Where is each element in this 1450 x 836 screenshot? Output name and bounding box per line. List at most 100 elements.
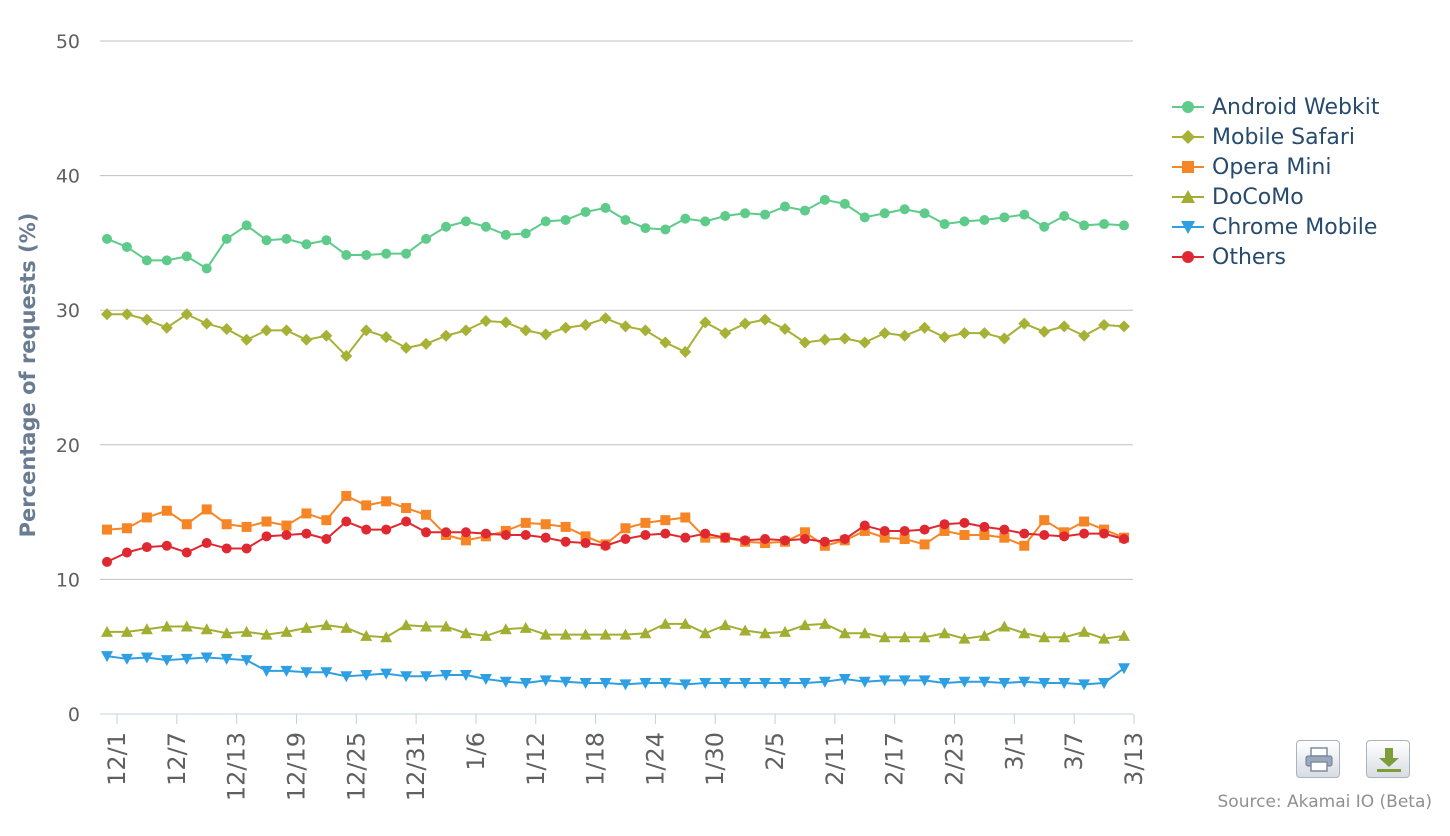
data-point: [998, 620, 1011, 632]
data-point: [220, 653, 233, 665]
x-tick-label: 3/1: [1000, 732, 1028, 771]
data-point: [260, 628, 273, 640]
data-point: [759, 313, 772, 326]
data-point: [559, 321, 572, 334]
data-point: [500, 229, 511, 240]
data-point: [441, 527, 451, 538]
data-point: [659, 617, 672, 629]
data-point: [959, 517, 970, 528]
data-point: [838, 674, 851, 686]
data-point: [280, 665, 293, 677]
legend-item-others[interactable]: Others: [1170, 242, 1380, 272]
data-point: [440, 329, 452, 342]
legend-label: Others: [1212, 244, 1286, 270]
data-point: [1019, 528, 1030, 539]
data-point: [899, 525, 910, 536]
data-point: [1098, 632, 1111, 644]
data-point: [619, 628, 632, 640]
download-button[interactable]: [1366, 740, 1410, 778]
data-point: [798, 678, 811, 690]
data-point: [102, 524, 112, 535]
legend-symbol: [1172, 101, 1204, 113]
data-point: [101, 308, 113, 321]
download-icon: [1377, 748, 1401, 772]
data-point: [459, 324, 472, 337]
data-point: [161, 255, 172, 266]
print-button[interactable]: [1296, 740, 1340, 778]
data-point: [1181, 130, 1195, 144]
data-point: [200, 317, 213, 330]
data-point: [280, 625, 293, 637]
data-point: [799, 205, 810, 216]
data-point: [340, 621, 353, 633]
data-point: [1058, 320, 1071, 333]
data-point: [499, 676, 512, 688]
data-point: [459, 627, 472, 639]
data-point: [459, 669, 472, 681]
data-point: [241, 543, 252, 554]
data-point: [261, 516, 272, 527]
data-point: [1182, 251, 1194, 263]
data-point: [341, 490, 352, 501]
data-point: [858, 627, 871, 639]
data-point: [300, 333, 313, 346]
data-point: [280, 324, 293, 337]
series-line: [107, 313, 1125, 357]
data-point: [680, 532, 691, 543]
data-point: [401, 248, 412, 259]
data-point: [999, 212, 1010, 223]
data-point: [579, 319, 592, 332]
data-point: [181, 519, 192, 530]
data-point: [680, 213, 691, 224]
data-point: [400, 671, 413, 683]
data-point: [978, 629, 991, 641]
data-point: [679, 345, 692, 358]
data-point: [918, 631, 931, 643]
legend-item-android-webkit[interactable]: Android Webkit: [1170, 92, 1380, 122]
data-point: [381, 248, 392, 259]
legend-item-docomo[interactable]: DoCoMo: [1170, 182, 1380, 212]
data-point: [918, 321, 931, 334]
data-point: [420, 620, 433, 632]
data-point: [879, 532, 890, 543]
y-tick-label: 40: [56, 166, 80, 188]
data-point: [261, 235, 272, 246]
data-point: [221, 543, 232, 554]
data-point: [1038, 631, 1051, 643]
data-point: [281, 233, 292, 244]
data-point: [719, 327, 732, 340]
data-point: [958, 632, 971, 644]
x-tick-label: 12/13: [223, 732, 251, 801]
data-point: [1059, 531, 1070, 542]
series-line: [106, 494, 1125, 547]
legend-label: Android Webkit: [1212, 94, 1380, 120]
y-tick-label: 0: [68, 704, 80, 726]
data-point: [1119, 534, 1129, 545]
data-point: [699, 316, 712, 329]
data-point: [959, 529, 970, 540]
legend-symbol: [1172, 161, 1204, 173]
data-point: [839, 198, 850, 209]
data-point: [500, 529, 511, 540]
data-point: [499, 316, 512, 329]
data-point: [340, 349, 353, 362]
data-point: [858, 336, 871, 349]
data-point: [560, 215, 571, 226]
legend-item-mobile-safari[interactable]: Mobile Safari: [1170, 122, 1380, 152]
data-point: [1078, 625, 1091, 637]
data-point: [838, 332, 851, 345]
data-point: [221, 233, 232, 244]
legend-item-opera-mini[interactable]: Opera Mini: [1170, 152, 1380, 182]
data-point: [181, 547, 192, 558]
legend-item-chrome-mobile[interactable]: Chrome Mobile: [1170, 212, 1380, 242]
data-point: [600, 202, 611, 213]
data-point: [659, 336, 672, 349]
data-point: [779, 678, 791, 690]
data-point: [381, 524, 392, 535]
data-point: [959, 216, 970, 227]
data-point: [220, 323, 233, 336]
data-point: [620, 523, 631, 534]
data-point: [739, 678, 752, 690]
data-point: [799, 527, 810, 538]
